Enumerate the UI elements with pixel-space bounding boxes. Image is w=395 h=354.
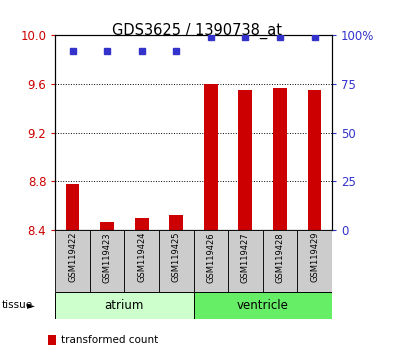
Bar [308, 90, 322, 230]
Bar [66, 184, 79, 230]
Bar [228, 230, 263, 292]
Bar [55, 292, 194, 319]
Text: tissue: tissue [2, 300, 33, 310]
Bar [90, 230, 124, 292]
Bar [159, 230, 194, 292]
Text: GSM119426: GSM119426 [206, 232, 215, 282]
Text: GSM119422: GSM119422 [68, 232, 77, 282]
Bar [55, 230, 90, 292]
Bar [194, 230, 228, 292]
Bar [297, 230, 332, 292]
Bar [169, 216, 183, 230]
Bar [273, 88, 287, 230]
Text: atrium: atrium [105, 299, 144, 312]
Text: transformed count: transformed count [61, 335, 158, 345]
Text: GSM119423: GSM119423 [103, 232, 112, 282]
Bar [124, 230, 159, 292]
Text: ►: ► [27, 300, 35, 310]
Text: GSM119427: GSM119427 [241, 232, 250, 282]
Bar [263, 230, 297, 292]
Text: ventricle: ventricle [237, 299, 289, 312]
Text: GSM119425: GSM119425 [172, 232, 181, 282]
Bar [204, 84, 218, 230]
Bar [135, 218, 149, 230]
Bar [194, 292, 332, 319]
Bar [100, 222, 114, 230]
Text: GSM119428: GSM119428 [275, 232, 284, 282]
Bar [239, 90, 252, 230]
Text: GSM119424: GSM119424 [137, 232, 146, 282]
Bar [48, 335, 56, 345]
Text: GDS3625 / 1390738_at: GDS3625 / 1390738_at [113, 23, 282, 39]
Text: GSM119429: GSM119429 [310, 232, 319, 282]
